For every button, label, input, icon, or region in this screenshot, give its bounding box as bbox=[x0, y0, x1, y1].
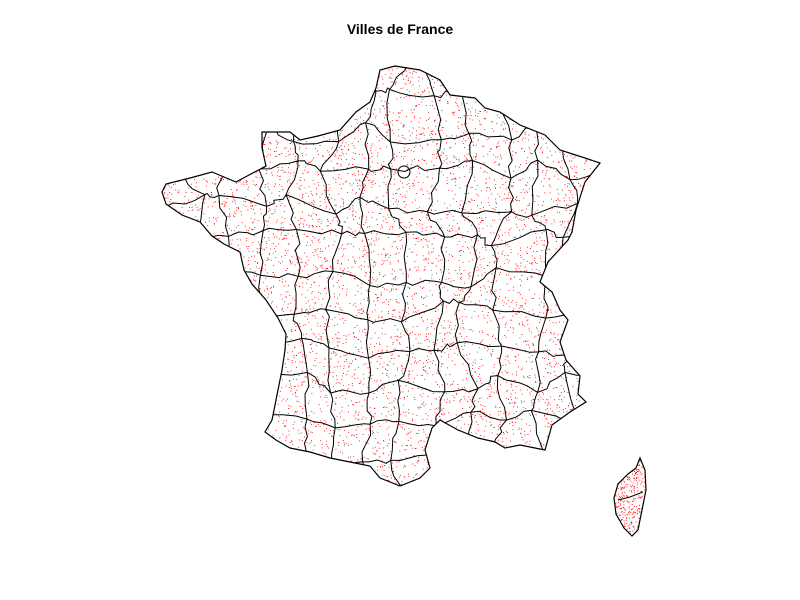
map-title: Villes de France bbox=[346, 21, 454, 37]
department-boundaries bbox=[162, 66, 600, 486]
department-lines bbox=[162, 66, 600, 486]
paris-boundary bbox=[397, 165, 411, 179]
corsica-divider bbox=[617, 491, 644, 501]
mainland-outline bbox=[161, 65, 601, 487]
city-dots bbox=[162, 66, 600, 486]
city-points-mainland bbox=[162, 66, 600, 486]
